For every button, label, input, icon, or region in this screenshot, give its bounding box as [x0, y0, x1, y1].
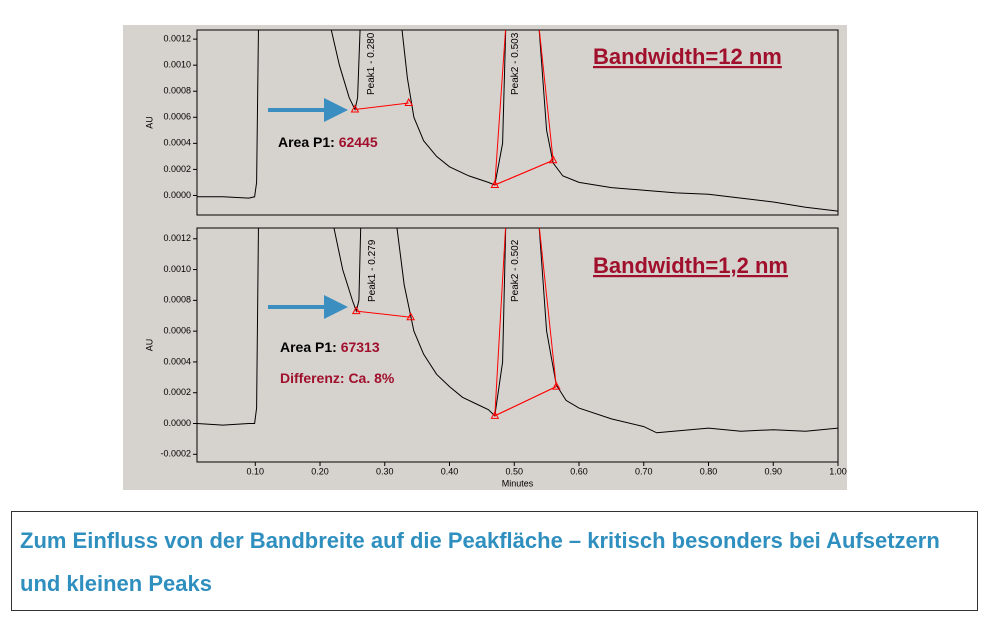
x-tick-label: 0.60 [570, 466, 588, 476]
x-tick-label: 1.00 [829, 466, 847, 476]
y-tick-label: 0.0012 [163, 233, 191, 243]
y-tick-label: 0.0008 [163, 86, 191, 96]
baseline-marker [548, 155, 558, 164]
x-tick-label: 0.90 [764, 466, 782, 476]
trace [197, 228, 838, 434]
bandwidth-label: Bandwidth=1,2 nm [593, 253, 788, 278]
caption: Zum Einfluss von der Bandbreite auf die … [11, 511, 978, 611]
baseline-marker [350, 104, 360, 113]
x-axis-label: Minutes [502, 478, 534, 488]
plot-area [196, 227, 839, 463]
y-axis-label: AU [144, 339, 154, 352]
x-tick-label: 0.50 [505, 466, 523, 476]
area-value: 67313 [341, 339, 380, 355]
x-tick-label: 0.70 [635, 466, 653, 476]
x-tick-label: 0.40 [441, 466, 459, 476]
baseline-marker [490, 179, 500, 189]
x-tick-label: 0.30 [376, 466, 394, 476]
peak-label: Peak1 - 0.280 [366, 32, 377, 95]
y-tick-label: 0.0000 [163, 190, 191, 200]
area-label: Area P1: [278, 134, 335, 150]
trace [494, 386, 557, 417]
trace [197, 30, 838, 212]
y-tick-label: 0.0000 [163, 418, 191, 428]
y-tick-label: 0.0008 [163, 295, 191, 305]
y-tick-label: 0.0002 [163, 387, 191, 397]
baseline-marker [404, 97, 414, 106]
chromatograms: 0.0000 0.0002 0.0004 0.0006 0.0008 0.0010 0.00… [123, 25, 847, 490]
area-annotation: Area P1: 62445 [278, 134, 378, 150]
trace [356, 310, 411, 318]
peak-label: Peak1 - 0.279 [367, 239, 378, 302]
y-tick-label: -0.0002 [160, 449, 191, 459]
y-tick-label: 0.0006 [163, 112, 191, 122]
difference-label: Differenz: Ca. 8% [280, 370, 395, 386]
peak-label: Peak2 - 0.503 [510, 32, 521, 95]
baseline-marker [351, 306, 361, 315]
area-value: 62445 [339, 134, 378, 150]
y-tick-label: 0.0004 [163, 356, 191, 366]
trace [354, 102, 409, 110]
series-group [197, 228, 838, 434]
y-tick-label: 0.0002 [163, 164, 191, 174]
area-label: Area P1: [280, 339, 337, 355]
x-tick-label: 0.20 [311, 466, 329, 476]
plot-area [196, 29, 839, 216]
series-group [197, 30, 838, 212]
y-tick-label: 0.0012 [163, 33, 191, 43]
baseline-marker [406, 312, 416, 321]
y-tick-label: 0.0006 [163, 326, 191, 336]
trace [494, 159, 554, 186]
baseline-marker [490, 410, 500, 419]
baseline-marker [552, 381, 561, 390]
x-tick-label: 0.10 [247, 466, 265, 476]
y-tick-label: 0.0010 [163, 60, 191, 70]
area-annotation: Area P1: 67313 [280, 339, 380, 355]
peak-label: Peak2 - 0.502 [510, 239, 521, 302]
bandwidth-label: Bandwidth=12 nm [593, 44, 782, 69]
y-tick-label: 0.0010 [163, 264, 191, 274]
y-tick-label: 0.0004 [163, 138, 191, 148]
y-axis-label: AU [144, 116, 154, 129]
x-tick-label: 0.80 [700, 466, 718, 476]
